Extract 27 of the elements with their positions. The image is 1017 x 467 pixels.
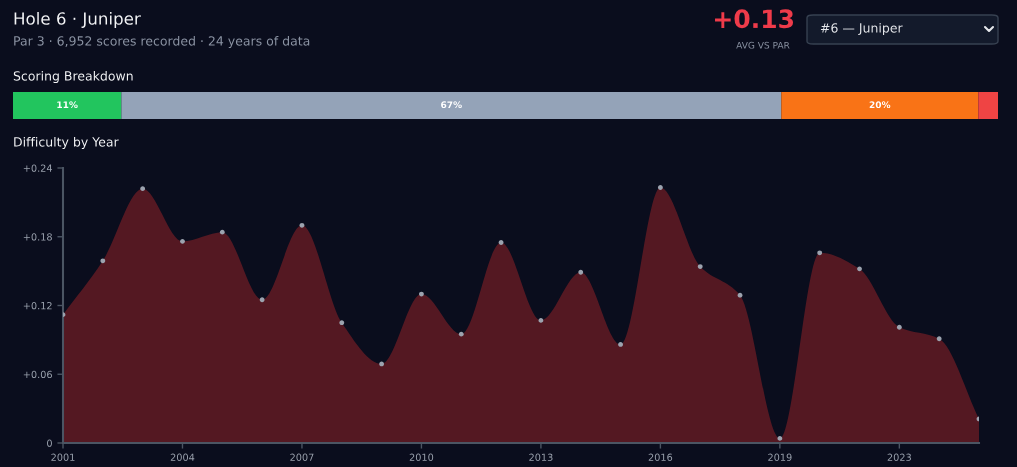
x-tick-label: 2016	[648, 453, 673, 461]
text: Hole 6 · Juniper	[14, 11, 141, 29]
x-tick-label: 2007	[290, 453, 314, 461]
y-tick-label: 0	[47, 439, 52, 447]
y-tick-label: +0.06	[23, 370, 52, 379]
text: +0.13	[715, 9, 794, 29]
data-label: 20%	[869, 101, 891, 109]
text: #6 — Juniper	[820, 22, 903, 36]
text: Par 3 · 6,952 scores recorded · 24 years of data	[14, 35, 310, 49]
chart-title: Difficulty by Year	[14, 136, 119, 150]
x-tick-label: 2004	[170, 453, 195, 461]
bar	[978, 92, 998, 119]
data-label: 11%	[57, 101, 78, 109]
y-tick-label: +0.18	[23, 233, 52, 241]
bar	[781, 92, 979, 119]
data-label: 67%	[441, 101, 462, 109]
chart-title: Scoring Breakdown	[13, 70, 133, 84]
x-tick-label: 2013	[529, 453, 553, 461]
bar	[121, 92, 782, 119]
bar	[13, 92, 122, 119]
y-tick-label: +0.12	[23, 301, 52, 310]
text: AVG VS PAR	[736, 41, 790, 49]
x-tick-label: 2001	[51, 453, 75, 461]
x-tick-label: 2023	[887, 453, 911, 461]
x-tick-label: 2019	[768, 453, 792, 461]
y-tick-label: +0.24	[23, 164, 53, 172]
x-tick-label: 2010	[409, 453, 434, 461]
